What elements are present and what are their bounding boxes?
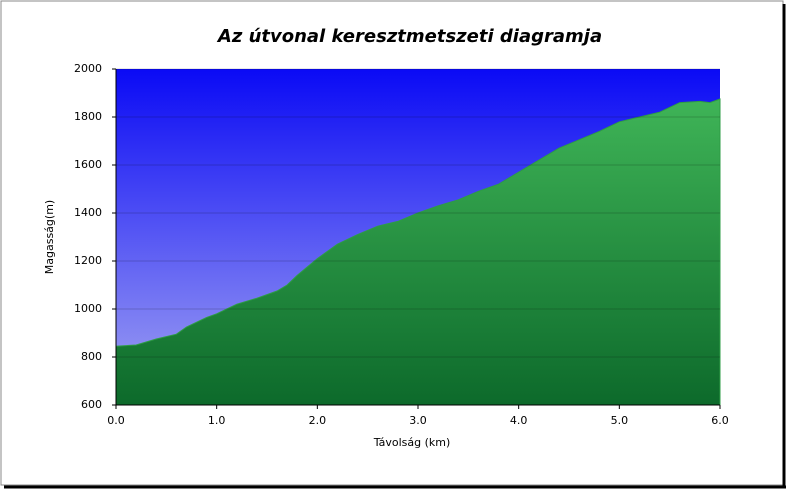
- y-tick-label: 800: [81, 350, 102, 363]
- y-tick-label: 1400: [74, 206, 102, 219]
- chart-title: Az útvonal keresztmetszeti diagramja: [216, 26, 602, 47]
- x-tick-label: 4.0: [510, 414, 528, 427]
- x-axis-label: Távolság (km): [373, 436, 451, 449]
- y-axis-label: Magasság(m): [43, 200, 56, 274]
- y-tick-label: 1600: [74, 158, 102, 171]
- elevation-area: [115, 98, 721, 406]
- x-tick-label: 2.0: [309, 414, 327, 427]
- x-tick-label: 5.0: [611, 414, 629, 427]
- x-tick-label: 6.0: [711, 414, 729, 427]
- y-tick-label: 1000: [74, 302, 102, 315]
- x-tick-label: 3.0: [409, 414, 427, 427]
- y-tick-label: 600: [81, 398, 102, 411]
- y-tick-label: 2000: [74, 62, 102, 75]
- x-tick-label: 1.0: [208, 414, 226, 427]
- y-tick-label: 1800: [74, 110, 102, 123]
- y-tick-label: 1200: [74, 254, 102, 267]
- x-tick-label: 0.0: [107, 414, 125, 427]
